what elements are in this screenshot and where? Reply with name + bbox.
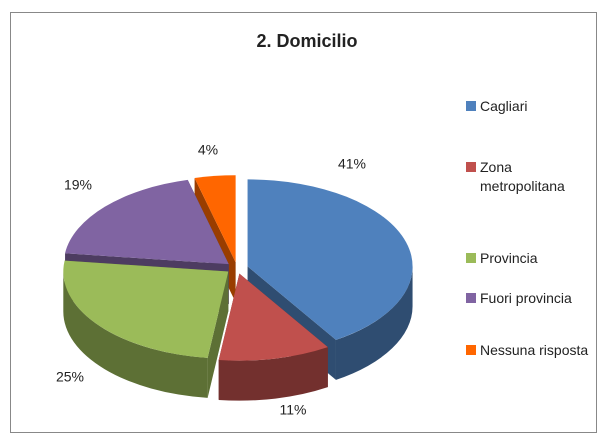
legend-swatch [466, 293, 476, 303]
legend-item: Nessuna risposta [466, 341, 598, 360]
data-label: 4% [198, 142, 218, 158]
legend-label: Nessuna risposta [480, 342, 589, 358]
slice-side [335, 266, 413, 380]
legend-swatch [466, 101, 476, 111]
legend-label: Provincia [480, 250, 538, 266]
slice-side [63, 271, 208, 398]
data-label: 41% [338, 156, 366, 172]
legend-label: Zona metropolitana [480, 159, 565, 194]
legend-swatch [466, 162, 476, 172]
slice [218, 273, 328, 361]
legend-item: Zona metropolitana [466, 158, 598, 196]
data-label: 25% [56, 369, 84, 385]
slice [65, 179, 229, 265]
data-label: 11% [280, 402, 307, 418]
slice [63, 260, 229, 358]
legend-swatch [466, 253, 476, 263]
legend-label: Fuori provincia [480, 290, 572, 306]
slice [247, 179, 413, 340]
chart-title: 2. Domicilio [256, 31, 357, 51]
data-label: 19% [64, 177, 92, 193]
legend-item: Provincia [466, 249, 598, 268]
legend-swatch [466, 345, 476, 355]
slice [194, 175, 236, 263]
legend-label: Cagliari [480, 98, 528, 114]
legend-item: Cagliari [466, 97, 598, 116]
slice-side [218, 347, 328, 401]
legend-item: Fuori provincia [466, 289, 598, 308]
